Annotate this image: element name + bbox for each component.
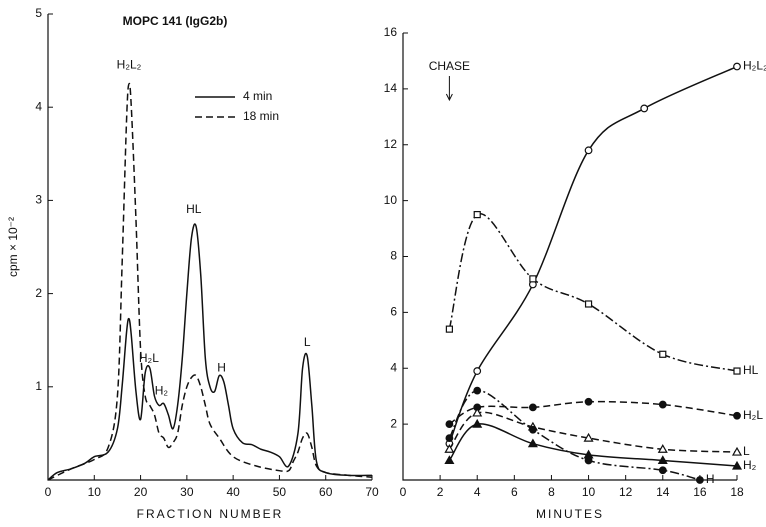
x-tick-label: 40 xyxy=(226,485,240,499)
marker xyxy=(584,397,593,406)
x-tick-label: 10 xyxy=(582,485,596,499)
y-tick-label: 2 xyxy=(390,416,397,430)
x-axis-title: MINUTES xyxy=(536,507,604,521)
x-tick-label: 60 xyxy=(319,485,333,499)
series-label: H xyxy=(706,472,715,486)
x-tick-label: 6 xyxy=(511,485,518,499)
marker xyxy=(659,350,667,358)
marker xyxy=(473,210,481,219)
y-tick-label: 14 xyxy=(384,81,398,95)
marker xyxy=(527,438,538,448)
x-tick-label: 50 xyxy=(273,485,287,499)
marker xyxy=(658,466,667,475)
peak-label: L xyxy=(304,335,311,349)
y-tick-label: 4 xyxy=(35,99,42,113)
y-tick-label: 2 xyxy=(35,286,42,300)
x-tick-label: 0 xyxy=(400,485,407,499)
y-tick-label: 8 xyxy=(390,249,397,263)
marker xyxy=(528,425,537,434)
marker xyxy=(584,300,593,308)
y-axis-title: cpm × 10⁻² xyxy=(6,217,20,277)
chart-title: MOPC 141 (IgG2b) xyxy=(123,14,228,28)
marker xyxy=(584,146,593,155)
marker xyxy=(657,444,668,453)
x-tick-label: 2 xyxy=(437,485,444,499)
x-tick-label: 12 xyxy=(619,485,633,499)
x-tick-label: 8 xyxy=(548,485,555,499)
x-tick-label: 30 xyxy=(180,485,194,499)
peak-label: H₂ xyxy=(155,384,169,398)
marker xyxy=(444,455,455,465)
y-tick-label: 12 xyxy=(384,137,398,151)
peak-label: H₂L xyxy=(139,351,159,365)
marker xyxy=(529,275,537,283)
y-tick-label: 6 xyxy=(390,305,397,319)
y-tick-label: 5 xyxy=(35,6,42,20)
marker xyxy=(733,62,741,71)
marker xyxy=(640,104,649,113)
marker xyxy=(444,444,455,453)
marker xyxy=(473,386,482,395)
data-line xyxy=(448,400,738,425)
series-label: HL xyxy=(743,363,759,377)
x-tick-label: 10 xyxy=(88,485,102,499)
marker xyxy=(733,411,741,420)
y-tick-label: 4 xyxy=(390,360,397,374)
x-axis-title: FRACTION NUMBER xyxy=(137,507,284,521)
data-line xyxy=(448,411,738,453)
series-label: H₂L xyxy=(743,408,763,422)
data-line xyxy=(448,65,738,444)
y-tick-label: 16 xyxy=(384,25,398,39)
axis-frame xyxy=(402,33,737,481)
marker xyxy=(445,420,454,429)
legend-label: 4 min xyxy=(243,89,272,103)
marker xyxy=(584,456,593,465)
data-line xyxy=(448,423,738,467)
annotation: CHASE xyxy=(429,59,470,73)
series-label: H₂ xyxy=(743,458,757,472)
marker xyxy=(658,400,667,409)
x-tick-label: 14 xyxy=(656,485,670,499)
marker xyxy=(731,446,743,456)
marker xyxy=(445,434,454,442)
annotation-arrow xyxy=(445,76,453,102)
x-tick-label: 0 xyxy=(45,485,52,499)
marker xyxy=(695,476,704,484)
x-tick-label: 16 xyxy=(693,485,707,499)
y-tick-label: 1 xyxy=(35,379,42,393)
data-line xyxy=(47,223,373,481)
marker xyxy=(733,367,741,375)
x-tick-label: 20 xyxy=(134,485,148,499)
data-line xyxy=(47,82,373,481)
marker xyxy=(472,407,483,417)
marker xyxy=(473,367,482,375)
x-tick-label: 4 xyxy=(474,485,481,499)
y-tick-label: 10 xyxy=(384,193,398,207)
marker xyxy=(472,418,483,428)
marker xyxy=(528,403,537,412)
series-label: L xyxy=(743,444,750,458)
y-tick-label: 3 xyxy=(35,193,42,207)
legend-label: 18 min xyxy=(243,109,279,123)
marker xyxy=(731,460,743,470)
peak-label: H xyxy=(217,360,226,374)
marker xyxy=(657,455,668,465)
axis-frame xyxy=(47,14,372,481)
marker xyxy=(445,325,453,333)
marker xyxy=(583,432,594,442)
x-tick-label: 18 xyxy=(730,485,744,499)
series-label: H₂L₂ xyxy=(743,59,766,73)
x-tick-label: 70 xyxy=(365,485,379,499)
peak-label: HL xyxy=(186,202,202,216)
peak-label: H₂L₂ xyxy=(117,57,142,71)
